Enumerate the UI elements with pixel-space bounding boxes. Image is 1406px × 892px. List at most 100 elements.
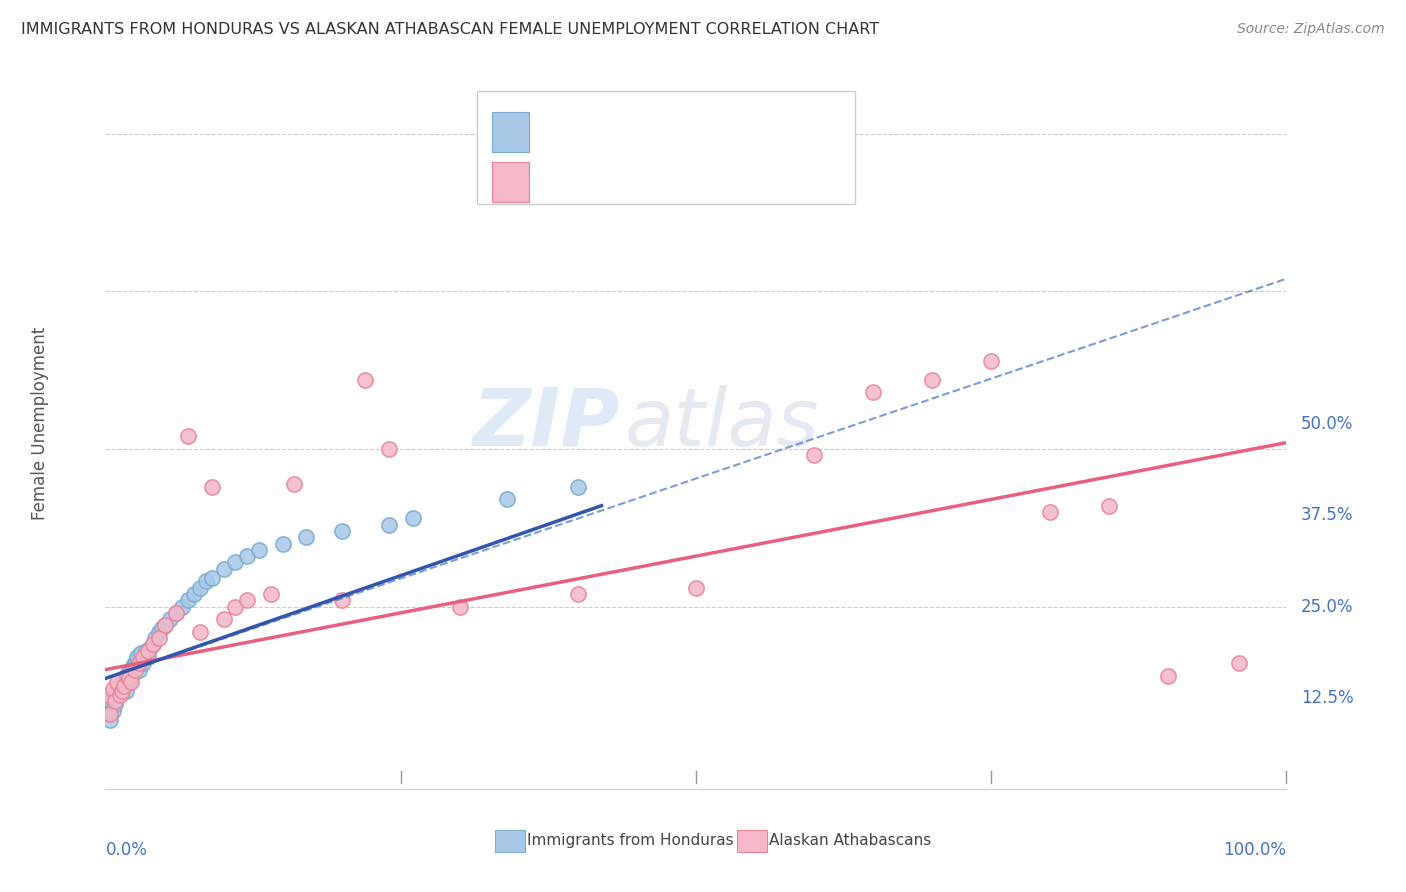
Point [567,587,589,601]
Point [224,556,246,570]
Point [112,675,135,690]
Point [111,684,134,698]
Point [212,562,235,576]
Point [236,549,259,563]
Point [128,657,150,671]
Text: N = 41: N = 41 [707,171,770,189]
Text: 0.0%: 0.0% [105,840,148,859]
Point [142,637,165,651]
Point [128,663,150,677]
Point [183,587,205,601]
Point [142,637,165,651]
Point [165,606,187,620]
Point [148,624,170,639]
Text: 50.0%: 50.0% [1301,415,1353,433]
Point [104,694,127,708]
Point [101,704,124,718]
Point [117,666,139,681]
Point [153,618,176,632]
FancyBboxPatch shape [478,91,855,204]
Point [100,694,122,708]
Point [224,599,246,614]
Point [567,480,589,494]
Point [112,679,135,693]
Point [283,477,305,491]
Text: N = 56: N = 56 [707,121,770,139]
Point [110,681,132,696]
Point [115,669,138,683]
Point [127,650,149,665]
Text: Source: ZipAtlas.com: Source: ZipAtlas.com [1237,22,1385,37]
Point [449,599,471,614]
Point [108,688,131,702]
Point [120,675,142,690]
Point [125,654,148,668]
Point [148,631,170,645]
Point [121,658,143,673]
Point [1039,505,1062,519]
Point [980,353,1002,368]
Point [862,385,884,400]
Bar [492,112,530,153]
Point [295,530,318,544]
Point [114,684,136,698]
Text: Female Unemployment: Female Unemployment [31,327,49,520]
Point [118,672,141,686]
Point [101,681,124,696]
Point [118,675,141,690]
Point [97,706,120,721]
Point [135,643,157,657]
Text: Immigrants from Honduras: Immigrants from Honduras [527,833,734,848]
Bar [492,162,530,202]
Point [188,581,211,595]
Point [124,657,146,671]
Bar [495,830,524,852]
Point [194,574,217,589]
Point [122,666,145,681]
Point [685,581,707,595]
Bar [737,830,766,852]
Point [201,570,224,584]
Point [1157,669,1180,683]
Point [107,688,129,702]
Text: IMMIGRANTS FROM HONDURAS VS ALASKAN ATHABASCAN FEMALE UNEMPLOYMENT CORRELATION C: IMMIGRANTS FROM HONDURAS VS ALASKAN ATHA… [21,22,879,37]
Text: ZIP: ZIP [472,384,619,463]
Point [112,672,135,686]
Point [330,593,353,607]
Point [108,684,131,698]
Point [1227,657,1250,671]
Point [401,511,423,525]
Point [165,606,187,620]
Point [129,646,152,660]
Point [212,612,235,626]
Point [98,700,121,714]
Point [271,536,294,550]
Point [105,675,128,690]
Text: Alaskan Athabascans: Alaskan Athabascans [769,833,931,848]
Point [201,480,224,494]
Point [105,681,128,696]
Point [98,706,121,721]
Point [153,618,176,632]
Text: atlas: atlas [626,384,820,463]
Point [105,691,128,706]
Point [159,612,181,626]
Point [188,624,211,639]
Point [378,442,401,456]
Point [104,697,127,711]
Point [177,429,200,443]
Point [139,641,162,656]
Point [247,542,270,557]
Point [921,373,943,387]
Point [803,448,825,462]
Text: R = 0.442: R = 0.442 [543,171,633,189]
Point [124,663,146,677]
Point [120,663,142,677]
Point [1098,499,1121,513]
Point [120,669,142,683]
Point [97,688,120,702]
Point [143,631,166,645]
Point [172,599,194,614]
Text: 100.0%: 100.0% [1223,840,1286,859]
Point [98,713,121,727]
